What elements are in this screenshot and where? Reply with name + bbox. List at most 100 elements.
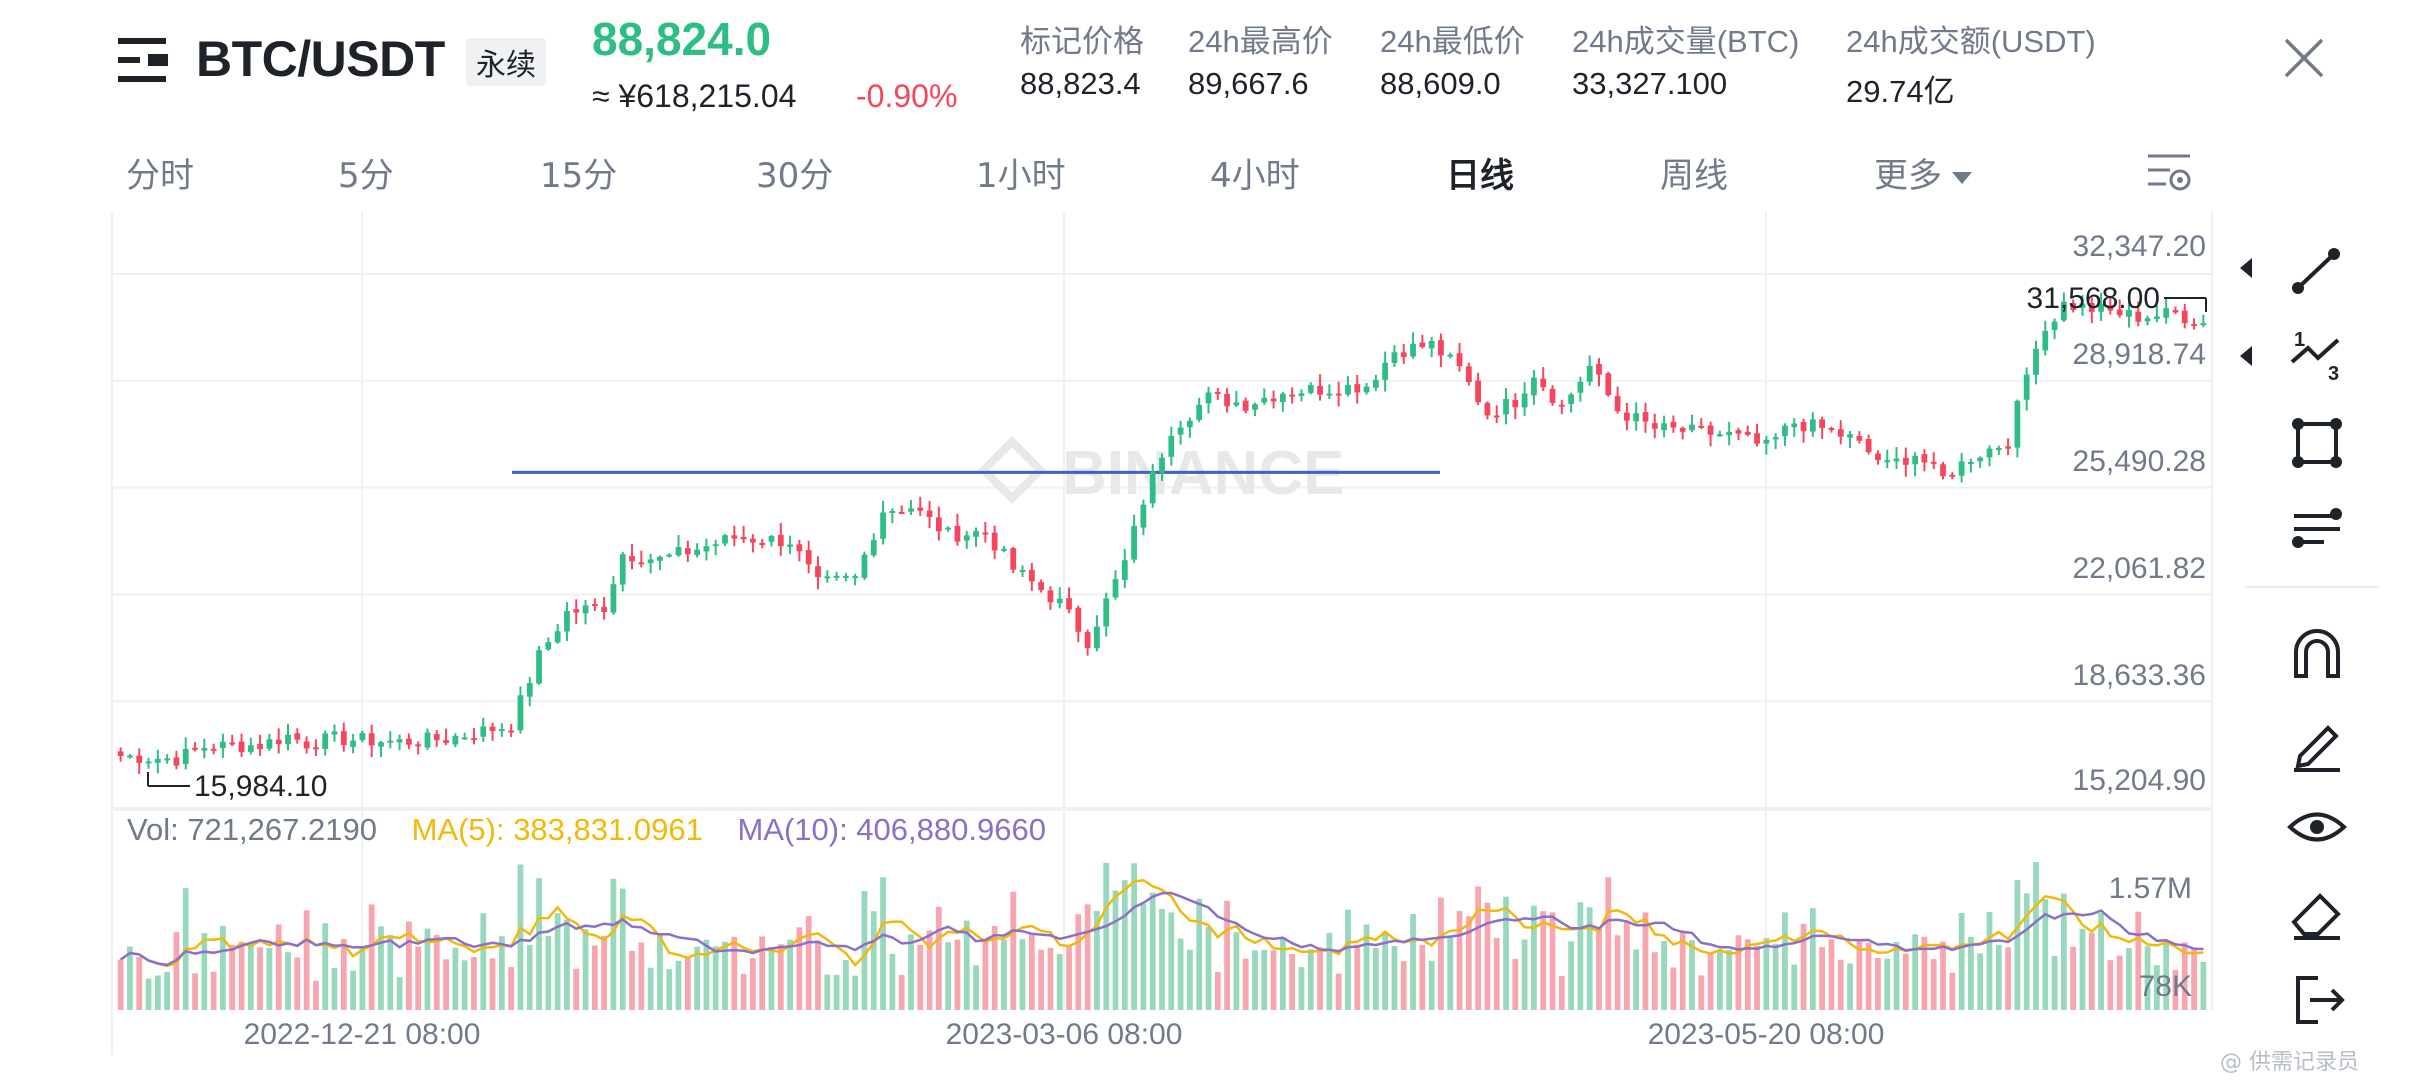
volume-bar-down [1354, 944, 1361, 1010]
trend-line-icon[interactable] [2284, 238, 2350, 304]
candle-up [1428, 340, 1435, 349]
svg-text:1: 1 [2294, 329, 2305, 351]
candle-up [2079, 303, 2086, 309]
candle-up [322, 733, 329, 750]
volume-bar-up [1205, 926, 1212, 1010]
volume-bar-down [917, 944, 924, 1010]
volume-bar-down [1010, 891, 1017, 1010]
tab-1h[interactable]: 1小时 [976, 156, 1066, 196]
volume-bar-up [1977, 953, 1984, 1010]
candle-up [2144, 318, 2151, 322]
candle-up [1056, 598, 1063, 604]
candle-up [1279, 393, 1286, 403]
volume-bar-up [1372, 947, 1379, 1010]
candle-down [1800, 421, 1807, 432]
pencil-icon[interactable] [2284, 708, 2350, 774]
candle-up [1103, 598, 1110, 627]
volume-bar-up [480, 913, 487, 1010]
volume-bar-down [1902, 953, 1909, 1010]
volume-bar-down [796, 927, 803, 1010]
candle-up [1196, 404, 1203, 420]
candle-down [1028, 569, 1035, 582]
candle-up [1345, 384, 1351, 395]
volume-bar-up [1531, 905, 1537, 1010]
candle-down [294, 733, 301, 740]
tab-1w[interactable]: 周线 [1660, 156, 1728, 196]
candle-up [1177, 427, 1184, 435]
chart-settings-icon[interactable] [2146, 150, 2192, 196]
volume-bars [117, 861, 2207, 1010]
eraser-icon[interactable] [2284, 880, 2350, 946]
candle-up [1168, 436, 1175, 457]
volume-bar-down [638, 942, 645, 1010]
volume-bar-down [1270, 950, 1277, 1010]
volume-bar-up [2144, 946, 2151, 1010]
candle-down [2191, 324, 2197, 327]
volume-bar-up [722, 941, 728, 1010]
volume-bar-down [1493, 937, 1500, 1010]
candle-up [452, 736, 459, 745]
volume-bar-down [303, 910, 310, 1010]
candle-up [2098, 304, 2104, 312]
vol-ma10-value: MA(10): 406,880.9660 [737, 812, 1046, 847]
candle-down [1949, 474, 1956, 477]
volume-bar-down [2070, 946, 2077, 1010]
candle-up [908, 508, 914, 512]
volume-bar-down [340, 938, 347, 1010]
volume-bar-down [1549, 912, 1556, 1010]
candle-up [1782, 425, 1788, 437]
candle-up [564, 610, 570, 632]
candle-down [1707, 425, 1714, 435]
volume-bar-down [1084, 904, 1091, 1010]
tab-4h[interactable]: 4小时 [1210, 156, 1300, 196]
volume-bar-up [526, 944, 533, 1010]
tab-5m[interactable]: 5分 [338, 156, 394, 196]
volume-bar-down [1707, 952, 1714, 1010]
volume-bar-down [173, 932, 180, 1010]
candle-up [526, 683, 533, 697]
candle-down [210, 748, 217, 751]
candle-up [694, 549, 700, 556]
trading-pair[interactable]: BTC/USDT [196, 31, 445, 87]
candle-down [1540, 378, 1547, 388]
candle-up [582, 605, 589, 614]
volume-bar-up [1112, 890, 1119, 1010]
candle-up [127, 755, 133, 758]
parallel-lines-icon[interactable] [2284, 496, 2350, 562]
candle-up [712, 544, 719, 547]
tab-15m[interactable]: 15分 [540, 156, 618, 196]
menu-icon[interactable] [118, 36, 170, 84]
candle-down [405, 738, 412, 745]
trend-line-expand-caret[interactable] [2240, 258, 2252, 278]
vol-ma5-value: MA(5): 383,831.0961 [411, 812, 703, 847]
volume-bar-up [1772, 943, 1779, 1010]
tab-30m[interactable]: 30分 [756, 156, 834, 196]
volume-bar-up [1447, 936, 1454, 1010]
volume-bar-down [210, 971, 217, 1010]
candle-down [471, 738, 477, 741]
fibonacci-expand-caret[interactable] [2240, 346, 2252, 366]
candle-up [1140, 504, 1147, 528]
tab-1d[interactable]: 日线 [1446, 156, 1514, 196]
candle-down [257, 744, 263, 750]
candle-up [1633, 413, 1640, 422]
tab-more[interactable]: 更多 [1874, 148, 1972, 197]
candle-down [601, 606, 608, 613]
close-icon[interactable] [2282, 36, 2326, 80]
candle-down [1084, 632, 1091, 649]
tab-time-sharing[interactable]: 分时 [126, 156, 194, 196]
volume-bar-down [1224, 900, 1230, 1010]
candle-up [1121, 560, 1128, 580]
candle-down [750, 538, 756, 543]
volume-bar-up [145, 978, 152, 1010]
candle-down [815, 566, 821, 578]
candle-up [1958, 461, 1965, 476]
eye-icon[interactable] [2284, 794, 2350, 860]
exit-icon[interactable] [2284, 966, 2350, 1032]
volume-bar-up [1140, 904, 1147, 1010]
rectangle-icon[interactable] [2284, 410, 2350, 476]
magnet-icon[interactable] [2284, 622, 2350, 688]
